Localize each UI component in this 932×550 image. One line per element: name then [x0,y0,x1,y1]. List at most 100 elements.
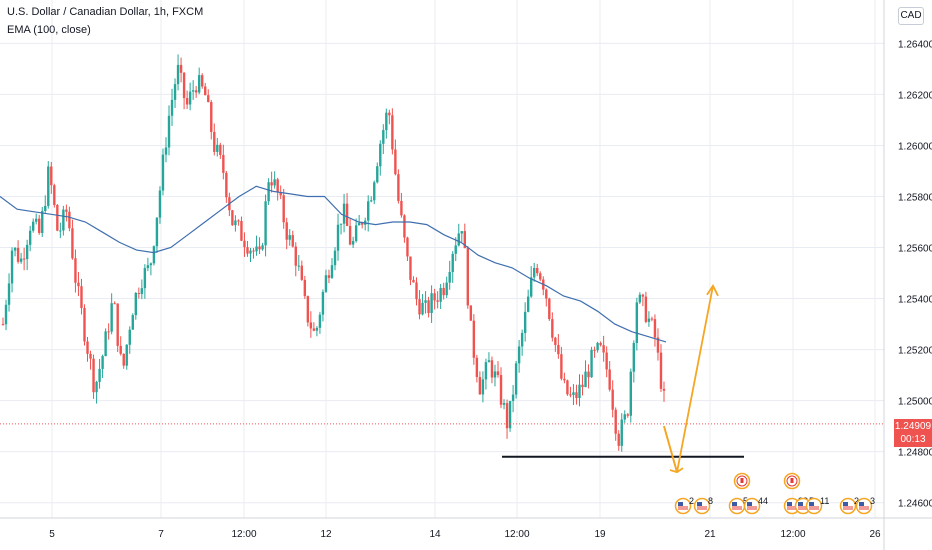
candle-body [306,296,310,323]
candle-body [409,256,412,280]
candle-body [466,248,470,306]
candle-body [143,268,147,289]
candle-body [617,433,620,446]
candle-body [231,210,234,226]
candle-body [514,363,518,395]
candle-body [590,349,593,378]
candle-body [662,388,666,391]
candle-body [74,258,77,283]
x-tick-label: 21 [704,529,716,540]
candle-body [478,377,482,395]
candle-body [563,378,566,381]
candle-body [107,331,110,333]
candle-body [318,314,322,328]
candle-body [164,147,168,155]
candle-body [632,342,636,372]
candle-body [285,222,288,240]
candle-body [367,201,370,221]
candle-body [62,209,65,231]
candle-body [342,203,346,224]
y-tick-label: 1.26200 [898,90,932,101]
candle-body [448,272,451,283]
candle-body [252,250,255,252]
candle-body [197,75,201,93]
candle-body [442,287,445,296]
candle-body [430,293,433,313]
candle-body [191,90,195,92]
y-tick-label: 1.25000 [898,397,932,408]
x-tick-label: 12:00 [504,529,529,540]
candle-body [457,233,460,246]
candle-body [25,244,29,260]
candle-body [424,300,427,303]
candle-body [246,247,249,254]
candle-body [258,246,261,250]
currency-button[interactable]: CAD [898,7,924,25]
candle-body [71,228,74,259]
event-count-label: 2 [689,496,694,506]
us-flag-canton [809,502,814,506]
candle-body [68,211,71,229]
candle-body [520,332,524,347]
candle-body [357,223,361,226]
candle-body [373,182,376,201]
candle-body [333,250,337,266]
candle-body [626,414,629,416]
candle-body [611,389,614,410]
candle-body [569,394,572,396]
us-flag-canton [747,502,752,506]
candle-body [324,275,328,292]
candle-body [95,381,98,393]
candle-body [92,358,95,393]
candle-body [128,329,131,345]
chart-title: U.S. Dollar / Canadian Dollar, 1h, FXCM [7,6,204,18]
candle-body [330,265,334,278]
candle-body [529,277,533,297]
ema-line [0,185,667,343]
candle-body [575,392,578,399]
candle-body [427,300,430,313]
candle-body [125,344,128,366]
candle-body [110,303,113,332]
candle-body [194,90,198,93]
candle-body [35,218,38,222]
candle-body [116,303,119,346]
candle-body [237,220,240,222]
event-count-label: 3 [870,496,875,506]
indicator-legend[interactable]: EMA (100, close) [7,24,91,36]
candle-body [526,296,530,312]
candle-body [207,95,210,103]
us-flag-canton [798,502,803,506]
candle-body [53,185,56,206]
candle-body [44,205,47,212]
candle-body [13,247,17,251]
candle-body [566,380,569,395]
candle-body [517,346,521,364]
candle-body [620,419,623,446]
x-tick-label: 12:00 [231,529,256,540]
candle-body [348,225,352,245]
candle-body [38,218,41,233]
candle-body [77,282,80,287]
candle-body [16,247,20,262]
candle-body [146,265,150,269]
event-count-label: 2 [854,496,859,506]
candle-body [557,344,560,355]
candle-body [291,235,294,247]
candle-body [451,253,454,273]
candle-body [83,308,86,342]
candle-body [312,328,316,331]
candle-body [496,371,500,376]
candle-body [545,289,548,299]
candle-body [644,296,648,322]
candle-body [614,409,617,434]
candle-body [460,231,463,234]
candle-body [140,288,144,294]
candle-body [505,403,509,429]
candle-body [134,293,138,316]
candle-body [173,84,177,100]
y-tick-label: 1.24600 [898,499,932,510]
candle-body [210,102,213,132]
